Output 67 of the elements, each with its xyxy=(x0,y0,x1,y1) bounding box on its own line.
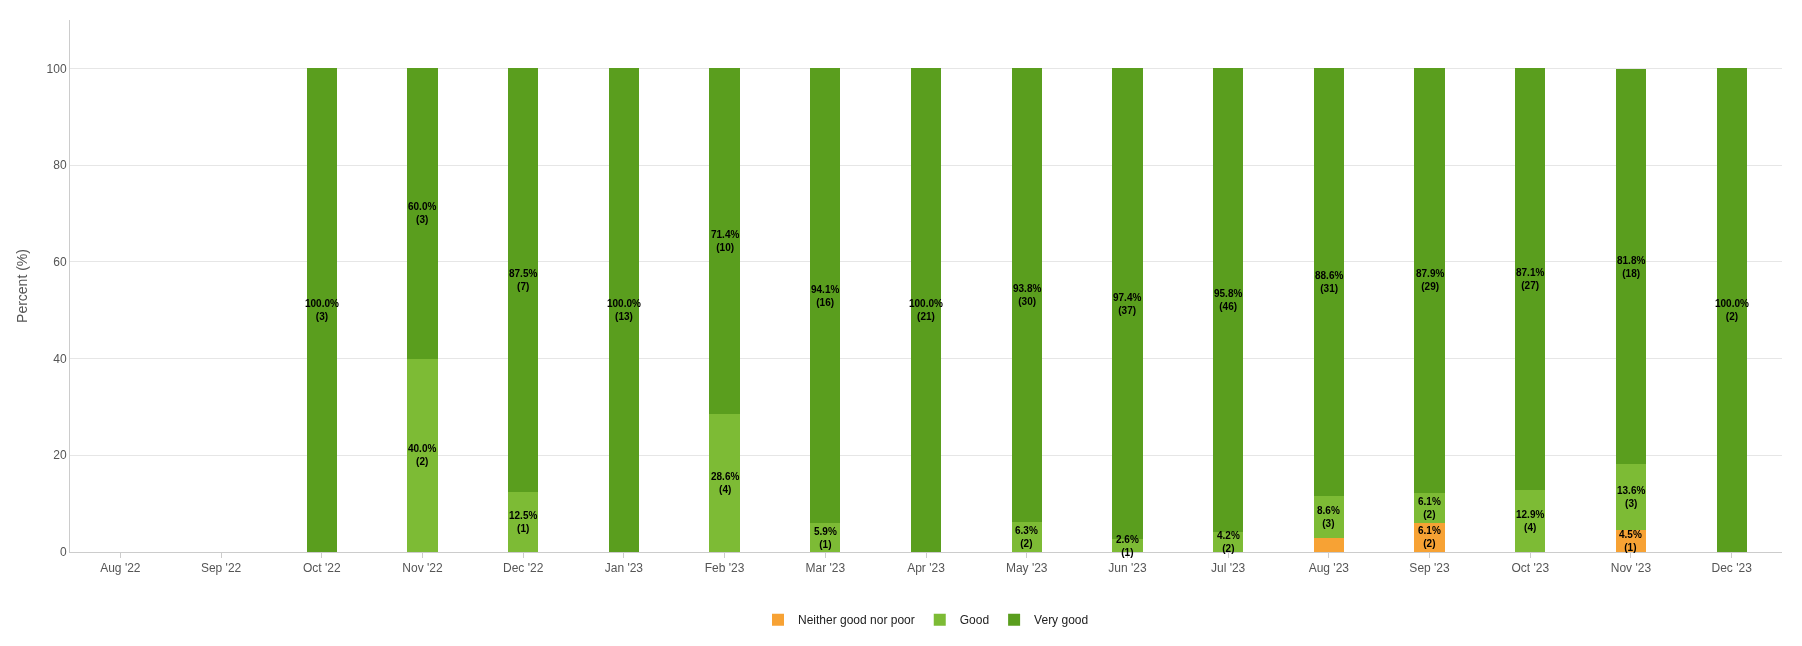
x-tick-label: Jan '23 xyxy=(604,561,644,576)
data-label: 12.9% (4) xyxy=(1516,509,1545,533)
data-label: 13.6% (3) xyxy=(1617,485,1646,509)
x-tick-label: Sep '23 xyxy=(1409,561,1451,576)
data-label: 6.1% (2) xyxy=(1418,496,1441,520)
data-label: 40.0% (2) xyxy=(408,443,437,467)
bar xyxy=(709,68,740,414)
bar xyxy=(508,68,539,492)
x-tick-label: Aug '22 xyxy=(100,561,141,576)
data-label: 8.6% (3) xyxy=(1317,505,1340,529)
x-tick-label: May '23 xyxy=(1005,561,1048,576)
data-label: 71.4% (10) xyxy=(711,229,740,253)
legend-label: Neither good nor poor xyxy=(798,613,915,628)
data-label: 81.8% (18) xyxy=(1617,255,1646,279)
x-tick-label: Oct '23 xyxy=(1511,561,1550,576)
bar xyxy=(1313,67,1344,497)
bar xyxy=(910,68,942,552)
x-tick-label: Aug '23 xyxy=(1308,561,1350,576)
bar xyxy=(1414,67,1445,493)
bar xyxy=(709,413,740,552)
bar xyxy=(306,68,337,552)
data-label: 97.4% (37) xyxy=(1113,292,1142,316)
legend-label: Very good xyxy=(1034,613,1089,628)
data-label: 6.3% (2) xyxy=(1015,525,1038,549)
data-label: 87.9% (29) xyxy=(1416,268,1445,292)
bar xyxy=(1716,68,1747,552)
data-label: 60.0% (3) xyxy=(408,201,437,225)
data-label: 87.5% (7) xyxy=(509,268,538,292)
data-label: 12.5% (1) xyxy=(509,510,538,534)
x-tick-label: Nov '23 xyxy=(1610,561,1652,576)
data-label: 95.8% (46) xyxy=(1214,288,1243,312)
bar xyxy=(407,68,438,359)
x-tick-label: Jul '23 xyxy=(1210,561,1246,576)
bar xyxy=(608,68,639,552)
x-tick-label: Dec '22 xyxy=(503,561,544,576)
data-label: 4.2% (2) xyxy=(1217,530,1240,554)
y-axis-title: Percent (%) xyxy=(14,249,31,323)
bar xyxy=(407,358,438,552)
y-tick-label: 40 xyxy=(53,351,67,366)
data-label: 88.6% (31) xyxy=(1315,270,1344,294)
data-label: 28.6% (4) xyxy=(711,471,740,495)
bar xyxy=(1213,68,1244,532)
x-tick-label: Dec '23 xyxy=(1711,561,1753,576)
y-tick-label: 100 xyxy=(46,61,67,76)
data-label: 94.1% (16) xyxy=(811,284,840,308)
x-tick-label: Feb '23 xyxy=(704,561,745,576)
x-tick-label: Jun '23 xyxy=(1108,561,1147,576)
bar xyxy=(1515,68,1546,490)
bar xyxy=(1313,537,1344,552)
x-tick-label: Oct '22 xyxy=(302,561,341,576)
data-label: 4.5% (1) xyxy=(1619,529,1642,553)
bar xyxy=(1615,68,1647,465)
data-label: 6.1% (2) xyxy=(1418,525,1441,549)
x-tick-label: Nov '22 xyxy=(402,561,443,576)
x-tick-label: Mar '23 xyxy=(805,561,846,576)
x-tick-label: Sep '22 xyxy=(200,561,242,576)
bar xyxy=(810,68,841,524)
bar xyxy=(1011,67,1042,522)
data-label: 93.8% (30) xyxy=(1013,283,1042,307)
legend-label: Good xyxy=(959,613,990,628)
data-label: 5.9% (1) xyxy=(814,526,837,550)
y-tick-label: 20 xyxy=(53,448,67,463)
y-tick-label: 0 xyxy=(59,545,67,560)
y-tick-label: 60 xyxy=(53,255,67,270)
x-tick-label: Apr '23 xyxy=(907,561,946,576)
y-tick-label: 80 xyxy=(53,158,67,173)
data-label: 87.1% (27) xyxy=(1516,267,1545,291)
